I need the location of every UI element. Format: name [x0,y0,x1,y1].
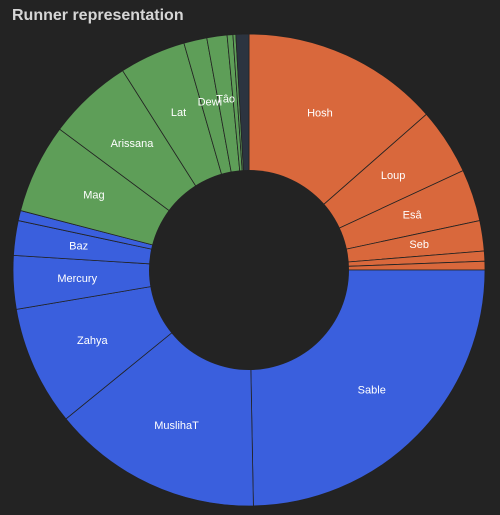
slice-label-zahya: Zahya [77,335,108,347]
slice-label-hosh: Hosh [307,107,333,119]
slice-label-seb: Seb [409,239,429,251]
slice-label-mag: Mag [83,190,104,202]
slice-label-muslihat: MuslihaT [154,420,199,432]
slice-label-esâ: Esâ [403,209,423,221]
slice-label-baz: Baz [69,241,88,253]
slice-label-mercury: Mercury [57,273,97,285]
slice-label-tâo: Tâo [216,94,235,106]
slice-label-lat: Lat [171,107,186,119]
slice-label-sable: Sable [358,384,386,396]
slice-label-loup: Loup [381,170,405,182]
slice-label-arissana: Arissana [111,138,155,150]
donut-hole [149,170,349,370]
